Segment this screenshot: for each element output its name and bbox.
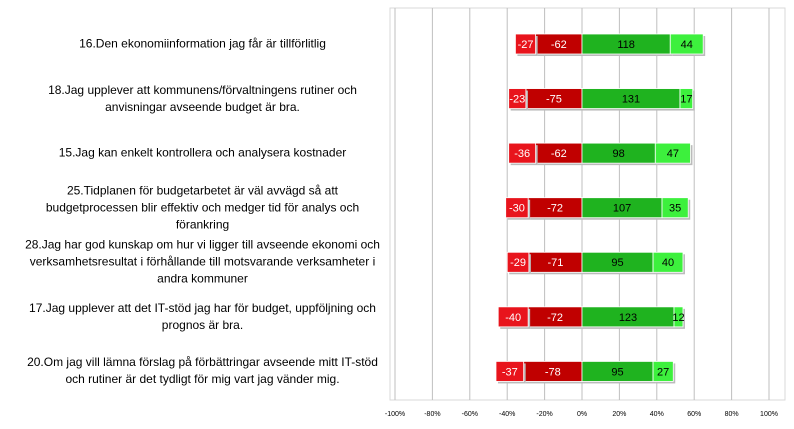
- value-label: 40: [662, 257, 674, 269]
- value-label: -37: [502, 366, 518, 378]
- value-label: -72: [547, 203, 563, 215]
- value-label: 131: [622, 93, 640, 105]
- value-label: 123: [619, 312, 637, 324]
- value-label: 47: [667, 148, 679, 160]
- category-label: 28.Jag har god kunskap om hur vi ligger …: [25, 237, 380, 286]
- value-label: 17: [680, 93, 692, 105]
- x-tick-label: -80%: [424, 411, 440, 418]
- bar-segment: [508, 142, 537, 164]
- value-label: -30: [509, 203, 525, 215]
- value-label: 118: [617, 39, 635, 51]
- value-label: 107: [613, 203, 631, 215]
- bar-segment: [654, 142, 691, 164]
- bar-segment: [652, 251, 684, 273]
- x-tick-label: -60%: [462, 411, 478, 418]
- category-label: 16.Den ekonomiinformation jag får är til…: [79, 36, 326, 51]
- bar-segment: [508, 88, 527, 109]
- value-label: -23: [509, 93, 525, 105]
- value-label: 12: [672, 312, 684, 324]
- x-tick-label: 80%: [725, 411, 739, 418]
- value-label: -62: [551, 39, 567, 51]
- value-label: 44: [681, 39, 693, 51]
- value-label: 35: [669, 203, 681, 215]
- x-tick-label: 40%: [650, 411, 664, 418]
- plot-frame: [389, 7, 786, 401]
- value-label: 95: [611, 366, 623, 378]
- category-label: 20.Om jag vill lämna förslag på förbättr…: [27, 355, 378, 387]
- value-label: -71: [547, 257, 563, 269]
- x-tick-label: 0%: [577, 411, 587, 418]
- value-label: -72: [547, 312, 563, 324]
- value-label: -27: [518, 39, 534, 51]
- value-label: -36: [514, 148, 530, 160]
- category-label: 17.Jag upplever att det IT-stöd jag har …: [29, 300, 376, 332]
- bar-segment: [515, 33, 537, 55]
- value-label: -29: [510, 257, 526, 269]
- bar-segment: [505, 197, 529, 219]
- value-label: 95: [611, 257, 623, 269]
- value-label: -40: [505, 312, 521, 324]
- value-label: 98: [613, 148, 625, 160]
- value-label: -75: [546, 93, 562, 105]
- x-tick-label: 20%: [612, 411, 626, 418]
- bar-segment: [679, 88, 694, 109]
- category-label: 25.Tidplanen för budgetarbetet är väl av…: [45, 183, 360, 232]
- category-label: 15.Jag kan enkelt kontrollera och analys…: [58, 145, 347, 160]
- x-tick-label: -40%: [499, 411, 515, 418]
- value-label: -62: [551, 148, 567, 160]
- x-tick-label: -20%: [536, 411, 552, 418]
- x-tick-label: 60%: [687, 411, 701, 418]
- category-label: 18.Jag upplever att kommunens/förvaltnin…: [48, 82, 357, 114]
- value-label: -78: [545, 366, 561, 378]
- x-tick-label: 100%: [760, 411, 778, 418]
- bar-segment: [497, 306, 529, 328]
- bar-segment: [652, 361, 674, 382]
- x-tick-label: -100%: [385, 411, 405, 418]
- bar-segment: [661, 197, 689, 219]
- bar-segment: [506, 251, 530, 273]
- bar-segment: [495, 361, 525, 382]
- bar-segment: [673, 306, 684, 328]
- value-label: 27: [657, 366, 669, 378]
- bar-segment: [669, 33, 704, 55]
